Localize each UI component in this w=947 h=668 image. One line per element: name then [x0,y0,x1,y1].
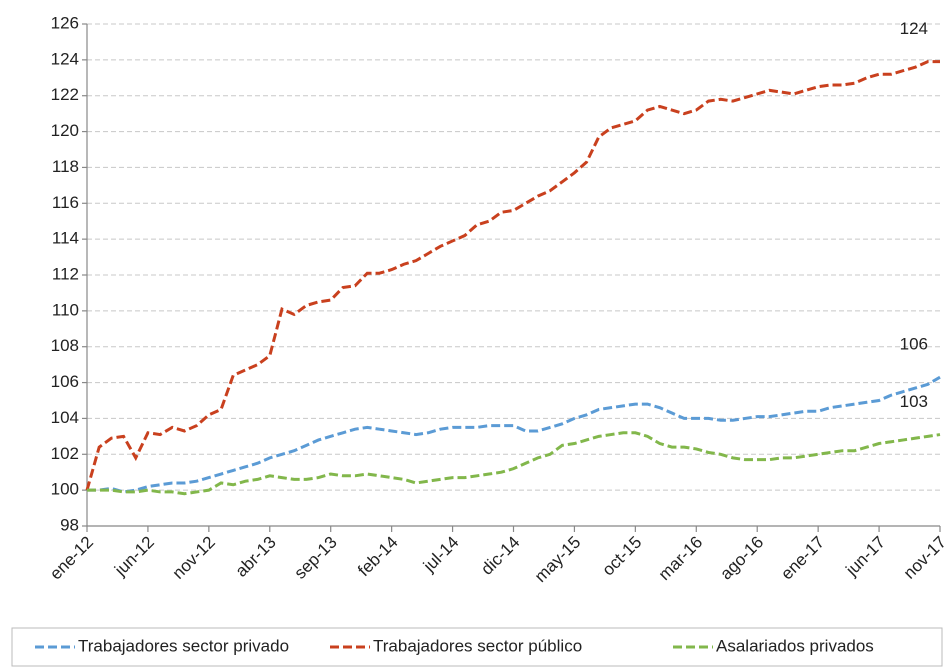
x-tick-label: ago-16 [716,533,767,584]
x-tick-label: oct-15 [599,533,646,580]
y-tick-label: 122 [51,85,79,104]
series-line [87,431,941,496]
y-tick-label: 114 [52,229,79,248]
y-tick-label: 98 [60,515,79,534]
y-tick-label: 112 [52,264,79,283]
y-tick-label: 120 [51,121,79,140]
y-tick-label: 116 [52,193,79,212]
end-label: 103 [900,392,928,411]
x-tick-label: abr-13 [232,533,280,581]
y-tick-label: 108 [51,336,79,355]
x-tick-label: nov-17 [900,533,947,583]
x-tick-label: dic-14 [477,533,523,579]
x-tick-label: nov-12 [169,533,219,583]
y-tick-label: 102 [51,444,79,463]
y-tick-label: 126 [51,13,79,32]
y-tick-label: 104 [51,408,79,427]
x-tick-label: ene-17 [777,533,828,584]
x-tick-label: sep-13 [291,533,341,583]
legend-label: Asalariados privados [716,636,874,655]
y-tick-label: 100 [51,480,79,499]
y-tick-label: 106 [51,372,79,391]
y-tick-label: 118 [52,157,79,176]
series-line [87,375,941,494]
legend-label: Trabajadores sector privado [78,636,289,655]
x-tick-label: feb-14 [354,533,402,581]
y-tick-label: 110 [52,300,79,319]
x-tick-label: may-15 [531,533,585,587]
end-label: 106 [900,335,928,354]
x-tick-label: jul-14 [419,533,463,577]
x-tick-label: ene-12 [46,533,97,584]
x-tick-label: jun-12 [110,533,158,581]
legend-label: Trabajadores sector público [373,636,582,655]
end-label: 124 [900,19,928,38]
legend-box [11,627,943,667]
y-tick-label: 124 [51,49,79,68]
series-line [85,60,940,491]
x-tick-label: jun-17 [842,533,890,581]
x-tick-label: mar-16 [655,533,707,585]
